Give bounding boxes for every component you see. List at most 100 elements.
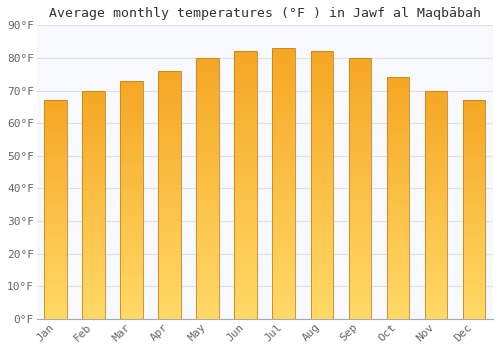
Bar	[44, 210, 67, 212]
Bar	[158, 83, 181, 86]
Bar	[424, 287, 448, 289]
Bar	[120, 117, 143, 119]
Bar	[348, 97, 372, 100]
Bar	[386, 167, 409, 169]
Bar	[44, 111, 67, 113]
Bar	[120, 221, 143, 224]
Bar	[234, 276, 258, 279]
Bar	[44, 100, 67, 103]
Bar	[44, 264, 67, 266]
Bar	[82, 289, 105, 292]
Bar	[462, 155, 485, 157]
Bar	[44, 148, 67, 150]
Bar	[272, 202, 295, 205]
Bar	[424, 262, 448, 264]
Bar	[386, 266, 409, 268]
Bar	[234, 102, 258, 105]
Bar	[310, 287, 334, 289]
Bar	[196, 175, 220, 178]
Bar	[462, 161, 485, 164]
Bar	[462, 227, 485, 229]
Bar	[386, 80, 409, 82]
Bar	[158, 195, 181, 197]
Bar	[310, 279, 334, 281]
Bar	[462, 229, 485, 231]
Bar	[424, 317, 448, 319]
Bar	[44, 290, 67, 293]
Bar	[272, 248, 295, 251]
Bar	[462, 175, 485, 177]
Bar	[158, 93, 181, 96]
Bar	[272, 178, 295, 181]
Bar	[462, 317, 485, 319]
Bar	[348, 134, 372, 136]
Bar	[310, 156, 334, 159]
Bar	[82, 196, 105, 198]
Bar	[196, 86, 220, 89]
Bar	[348, 100, 372, 102]
Bar	[462, 264, 485, 266]
Bar	[158, 210, 181, 212]
Bar	[424, 205, 448, 207]
Bar	[234, 65, 258, 68]
Bar	[234, 265, 258, 268]
Bar	[310, 172, 334, 174]
Bar	[462, 258, 485, 260]
Bar	[82, 262, 105, 264]
Bar	[234, 188, 258, 190]
Bar	[44, 142, 67, 144]
Bar	[196, 141, 220, 144]
Bar	[234, 91, 258, 94]
Bar	[310, 300, 334, 303]
Bar	[386, 222, 409, 225]
Bar	[158, 177, 181, 180]
Bar	[82, 127, 105, 130]
Bar	[44, 135, 67, 138]
Bar	[386, 307, 409, 309]
Bar	[44, 306, 67, 308]
Bar	[44, 286, 67, 288]
Bar	[120, 200, 143, 202]
Bar	[386, 237, 409, 239]
Bar	[120, 257, 143, 259]
Bar	[120, 107, 143, 109]
Bar	[386, 263, 409, 266]
Bar	[234, 215, 258, 217]
Bar	[44, 218, 67, 220]
Bar	[196, 233, 220, 235]
Bar	[462, 173, 485, 175]
Bar	[348, 58, 372, 319]
Bar	[386, 254, 409, 256]
Bar	[424, 292, 448, 294]
Bar	[462, 124, 485, 127]
Bar	[462, 288, 485, 290]
Bar	[310, 311, 334, 314]
Bar	[348, 199, 372, 202]
Bar	[120, 131, 143, 133]
Bar	[120, 105, 143, 107]
Bar	[44, 192, 67, 194]
Bar	[44, 188, 67, 190]
Bar	[82, 278, 105, 280]
Bar	[424, 307, 448, 310]
Bar	[158, 153, 181, 155]
Bar	[348, 115, 372, 118]
Bar	[272, 257, 295, 259]
Bar	[196, 282, 220, 285]
Bar	[348, 113, 372, 115]
Bar	[424, 294, 448, 296]
Bar	[310, 316, 334, 319]
Bar	[386, 196, 409, 198]
Bar	[82, 175, 105, 177]
Bar	[424, 159, 448, 161]
Bar	[348, 225, 372, 228]
Bar	[120, 238, 143, 240]
Bar	[234, 132, 258, 134]
Bar	[272, 110, 295, 113]
Bar	[158, 111, 181, 113]
Bar	[158, 299, 181, 302]
Bar	[424, 180, 448, 182]
Bar	[44, 293, 67, 295]
Bar	[424, 273, 448, 275]
Bar	[196, 308, 220, 311]
